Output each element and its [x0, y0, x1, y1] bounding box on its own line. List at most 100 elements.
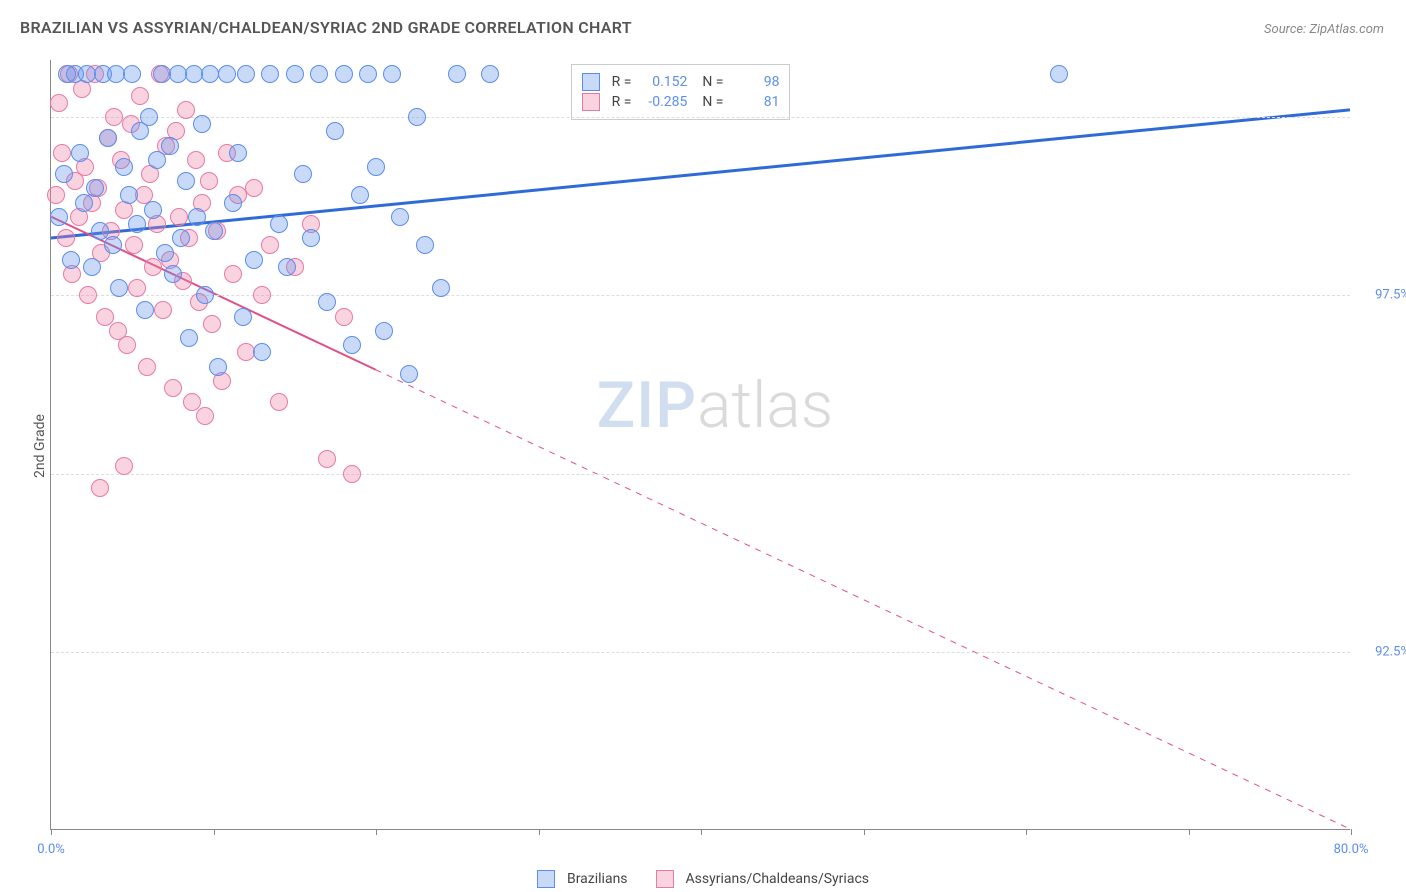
scatter-point-b	[57, 229, 75, 247]
scatter-point-b	[170, 208, 188, 226]
scatter-point-a	[104, 236, 122, 254]
scatter-point-a	[408, 108, 426, 126]
bottom-legend: Brazilians Assyrians/Chaldeans/Syriacs	[537, 870, 869, 888]
x-tick	[51, 829, 52, 835]
scatter-point-a	[164, 265, 182, 283]
scatter-point-b	[200, 172, 218, 190]
legend-label: Brazilians	[567, 871, 628, 887]
y-tick-label: 97.5%	[1375, 288, 1406, 303]
scatter-point-a	[318, 293, 336, 311]
scatter-point-a	[50, 208, 68, 226]
y-axis-label: 2nd Grade	[32, 414, 48, 478]
scatter-point-b	[270, 393, 288, 411]
grid-line-h	[51, 295, 1350, 296]
scatter-point-a	[1050, 65, 1068, 83]
legend-label: Assyrians/Chaldeans/Syriacs	[686, 871, 869, 887]
scatter-point-a	[144, 201, 162, 219]
scatter-point-a	[193, 115, 211, 133]
x-tick	[864, 829, 865, 835]
scatter-point-b	[138, 358, 156, 376]
scatter-point-a	[448, 65, 466, 83]
scatter-point-b	[164, 379, 182, 397]
stats-row: R =-0.285 N =81	[582, 93, 780, 111]
scatter-point-b	[261, 236, 279, 254]
scatter-point-a	[115, 158, 133, 176]
scatter-point-a	[86, 179, 104, 197]
source-attribution: Source: ZipAtlas.com	[1264, 22, 1384, 37]
scatter-point-b	[318, 450, 336, 468]
plot-area: ZIPatlas R =0.152 N =98R =-0.285 N =81 9…	[50, 60, 1350, 830]
scatter-point-b	[118, 336, 136, 354]
scatter-point-b	[96, 308, 114, 326]
grid-line-h	[51, 652, 1350, 653]
scatter-point-b	[245, 179, 263, 197]
scatter-point-a	[180, 329, 198, 347]
scatter-point-b	[177, 101, 195, 119]
scatter-point-a	[120, 186, 138, 204]
legend-swatch	[582, 93, 600, 111]
scatter-point-a	[224, 194, 242, 212]
scatter-point-b	[47, 186, 65, 204]
scatter-point-a	[148, 151, 166, 169]
scatter-point-a	[218, 65, 236, 83]
stats-r-label: R =	[612, 74, 632, 90]
scatter-point-b	[91, 479, 109, 497]
scatter-point-a	[481, 65, 499, 83]
x-tick	[1189, 829, 1190, 835]
x-tick	[539, 829, 540, 835]
scatter-point-a	[253, 343, 271, 361]
scatter-point-a	[71, 144, 89, 162]
scatter-point-a	[196, 286, 214, 304]
scatter-point-b	[125, 236, 143, 254]
x-tick	[214, 829, 215, 835]
scatter-point-a	[128, 215, 146, 233]
scatter-point-b	[53, 144, 71, 162]
scatter-point-a	[278, 258, 296, 276]
scatter-point-a	[62, 251, 80, 269]
scatter-point-b	[224, 265, 242, 283]
correlation-chart: BRAZILIAN VS ASSYRIAN/CHALDEAN/SYRIAC 2N…	[0, 0, 1406, 892]
scatter-point-a	[286, 65, 304, 83]
scatter-point-b	[196, 407, 214, 425]
stats-r-value: 0.152	[639, 74, 687, 90]
scatter-point-a	[367, 158, 385, 176]
scatter-point-b	[50, 94, 68, 112]
scatter-point-a	[310, 65, 328, 83]
scatter-point-a	[123, 65, 141, 83]
stats-n-value: 98	[731, 74, 779, 90]
legend-swatch	[656, 870, 674, 888]
grid-line-h	[51, 474, 1350, 475]
legend-swatch	[582, 73, 600, 91]
scatter-point-a	[99, 129, 117, 147]
stats-n-label: N =	[695, 94, 723, 110]
trend-line	[376, 370, 1350, 829]
watermark-zip: ZIP	[597, 368, 698, 443]
scatter-point-a	[432, 279, 450, 297]
scatter-point-a	[83, 258, 101, 276]
x-tick	[1026, 829, 1027, 835]
stats-r-label: R =	[612, 94, 632, 110]
scatter-point-a	[110, 279, 128, 297]
scatter-point-b	[128, 279, 146, 297]
scatter-point-a	[161, 137, 179, 155]
scatter-point-a	[229, 144, 247, 162]
scatter-point-a	[136, 301, 154, 319]
scatter-point-a	[188, 208, 206, 226]
x-tick	[376, 829, 377, 835]
trend-line	[51, 110, 1350, 238]
y-tick-label: 92.5%	[1375, 644, 1406, 659]
legend-item: Brazilians	[537, 870, 628, 888]
scatter-point-a	[55, 165, 73, 183]
scatter-point-a	[400, 365, 418, 383]
scatter-point-b	[115, 457, 133, 475]
scatter-point-a	[245, 251, 263, 269]
x-tick-label: 0.0%	[37, 842, 65, 857]
scatter-point-b	[343, 465, 361, 483]
stats-n-value: 81	[731, 94, 779, 110]
scatter-point-a	[270, 215, 288, 233]
scatter-point-b	[203, 315, 221, 333]
scatter-point-a	[237, 65, 255, 83]
scatter-point-a	[302, 229, 320, 247]
trend-lines	[51, 60, 1350, 829]
chart-title: BRAZILIAN VS ASSYRIAN/CHALDEAN/SYRIAC 2N…	[20, 18, 632, 37]
